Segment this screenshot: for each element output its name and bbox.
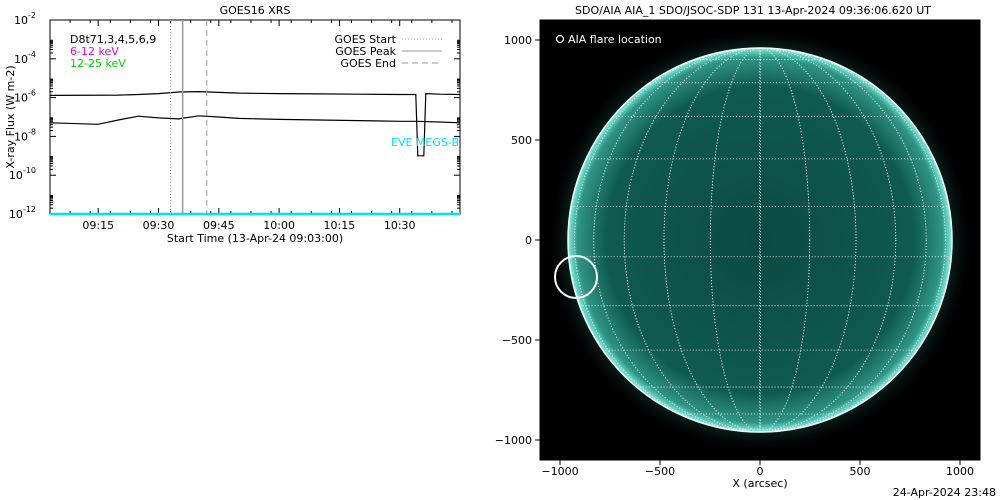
- solar-limb-line: [567, 47, 953, 433]
- aia-x-tick-label: 0: [757, 465, 764, 478]
- aia-x-tick-label: 1000: [946, 465, 974, 478]
- longitude-line: [663, 48, 857, 432]
- goes-legend-label: GOES Peak: [335, 45, 396, 58]
- aia-x-tick-label: −500: [645, 465, 675, 478]
- goes-x-tick-label: 10:00: [263, 219, 295, 232]
- goes-channel-label: 12-25 keV: [70, 57, 126, 70]
- aia-y-tick-label: 0: [525, 234, 532, 247]
- longitude-line: [574, 48, 946, 432]
- flare-legend-label: AIA flare location: [568, 33, 662, 46]
- solar-disk: [568, 48, 952, 432]
- goes-series: [49, 90, 461, 216]
- goes-x-tick-label: 10:30: [384, 219, 416, 232]
- aia-y-tick-label: −500: [502, 334, 532, 347]
- aia-x-tick-label: −1000: [541, 465, 578, 478]
- aia-axes: −1000 −500 0 500 1000 −1000 −500 0 500 1000: [495, 34, 974, 478]
- eve-megs-label: EVE MEGS-B: [391, 136, 459, 149]
- goes-y-tick-label: 10-8: [14, 127, 36, 143]
- goes-y-tick-label: 10-2: [14, 11, 36, 27]
- goes-legend-label: GOES End: [340, 57, 396, 70]
- goes-channel-label: 6-12 keV: [70, 45, 119, 58]
- goes-x-tick-label: 09:30: [143, 219, 175, 232]
- timestamp: 24-Apr-2024 23:48: [893, 486, 996, 499]
- aia-title: SDO/AIA AIA_1 SDO/JSOC-SDP 131 13-Apr-20…: [575, 4, 931, 17]
- goes-series-line-0: [49, 90, 461, 157]
- aia-legend: AIA flare location: [555, 33, 662, 46]
- aia-y-tick-label: 500: [511, 134, 532, 147]
- goes-event-markers: [170, 20, 208, 214]
- goes-title: GOES16 XRS: [220, 4, 291, 17]
- goes-x-tick-label: 09:15: [82, 219, 114, 232]
- goes-channel-label: D8t71,3,4,5,6,9: [70, 33, 156, 46]
- aia-x-tick-label: 500: [850, 465, 871, 478]
- goes-series-line-1: [49, 115, 461, 125]
- aia-panel: SDO/AIA AIA_1 SDO/JSOC-SDP 131 13-Apr-20…: [495, 4, 996, 499]
- goes-y-tick-label: 10-12: [9, 205, 36, 221]
- aia-y-tick-label: −1000: [495, 434, 532, 447]
- longitude-line: [759, 48, 761, 432]
- flare-location-circle: [554, 255, 598, 299]
- flare-legend-marker: [555, 34, 565, 44]
- goes-x-tick-label: 09:45: [203, 219, 235, 232]
- goes-x-tick-label: 10:15: [324, 219, 356, 232]
- longitude-line: [623, 48, 897, 432]
- goes-x-label: Start Time (13-Apr-24 09:03:00): [167, 232, 343, 245]
- aia-y-tick-label: 1000: [504, 34, 532, 47]
- goes-y-label: X-ray Flux (W m-2): [4, 65, 17, 168]
- heliographic-grid: [568, 48, 952, 432]
- aia-x-label: X (arcsec): [732, 477, 787, 490]
- goes-x-axis: 09:15 09:30 09:45 10:00 10:15 10:30: [49, 20, 453, 232]
- goes-y-tick-label: 10-6: [14, 89, 36, 105]
- goes-legend-label: GOES Start: [335, 33, 397, 46]
- goes-y-tick-label: 10-4: [14, 50, 36, 66]
- longitude-line: [593, 48, 927, 432]
